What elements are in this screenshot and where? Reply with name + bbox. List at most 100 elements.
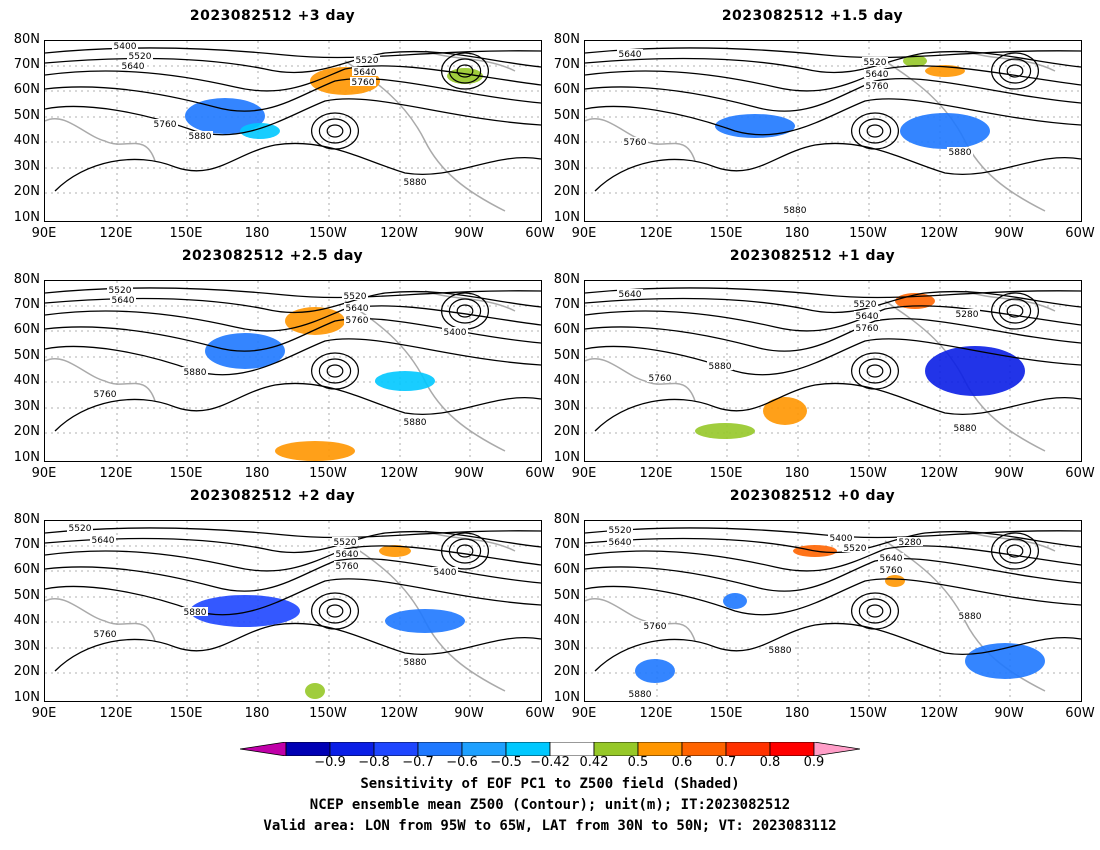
sensitivity-shading <box>900 113 990 149</box>
longitude-label: 60W <box>1065 706 1095 721</box>
colorbar-swatch <box>593 742 639 756</box>
latitude-label: 30N <box>13 639 40 654</box>
low-pressure-contour <box>326 604 344 618</box>
low-pressure-contour <box>851 592 900 630</box>
latitude-label: 20N <box>553 664 580 679</box>
z500-contour <box>585 78 1081 112</box>
longitude-label: 90E <box>31 466 57 481</box>
z500-contour <box>54 142 541 192</box>
longitude-label: 60W <box>1065 466 1095 481</box>
contour-label: 5520 <box>844 544 867 554</box>
latitude-label: 60N <box>13 322 40 337</box>
z500-contour <box>45 290 541 314</box>
latitude-label: 40N <box>13 613 40 628</box>
sensitivity-shading <box>305 683 325 699</box>
contour-label: 5520 <box>854 300 877 310</box>
z500-contour <box>585 47 1081 59</box>
longitude-label: 180 <box>784 226 810 241</box>
colorbar-swatch <box>681 742 727 756</box>
sensitivity-shading <box>763 397 807 425</box>
colorbar-max-triangle <box>813 742 860 756</box>
contour-label: 5280 <box>899 538 922 548</box>
contour-label: 5880 <box>404 418 427 428</box>
contour-label: 5760 <box>866 82 889 92</box>
sensitivity-shading <box>190 595 300 627</box>
z500-contour <box>594 622 1081 672</box>
z500-contour <box>594 382 1081 432</box>
contour-label: 5400 <box>444 328 467 338</box>
longitude-label: 120W <box>380 706 418 721</box>
low-pressure-contour <box>866 364 884 378</box>
contour-label: 5880 <box>769 646 792 656</box>
contour-label: 5760 <box>644 622 667 632</box>
longitude-label: 120E <box>639 226 673 241</box>
latitude-label: 30N <box>13 159 40 174</box>
longitude-label: 120E <box>99 466 133 481</box>
longitude-label: 180 <box>784 466 810 481</box>
latitude-label: 10N <box>13 450 40 465</box>
colorbar-swatch <box>417 742 463 756</box>
latitude-label: 60N <box>553 322 580 337</box>
z500-contour <box>585 558 1081 592</box>
colorbar-swatch <box>549 742 595 756</box>
latitude-label: 30N <box>553 639 580 654</box>
sensitivity-shading <box>240 123 280 139</box>
map-plot-area: 5520 5640 5520 5640 5760 5400 5880 5760 5880 <box>44 280 542 462</box>
low-pressure-contour <box>851 352 900 390</box>
map-panel: 2023082512 +0 day 5520 5640 5400 5520 5640 57… <box>540 480 1095 721</box>
longitude-label: 90E <box>571 226 597 241</box>
contour-label: 5760 <box>346 316 369 326</box>
sensitivity-shading <box>903 55 927 67</box>
contour-label: 5280 <box>956 310 979 320</box>
footer-line-1: Sensitivity of EOF PC1 to Z500 field (Sh… <box>360 776 740 792</box>
z500-contour <box>45 338 541 376</box>
contour-label: 5640 <box>619 50 642 60</box>
z500-contour <box>45 530 541 554</box>
low-pressure-contour <box>456 544 474 558</box>
low-pressure-contour <box>1006 64 1024 78</box>
longitude-label: 150E <box>169 226 203 241</box>
longitude-label: 120E <box>99 706 133 721</box>
low-pressure-contour <box>1006 544 1024 558</box>
contour-label: 5640 <box>609 538 632 548</box>
z500-contour <box>585 287 1081 299</box>
low-pressure-contour <box>318 598 352 624</box>
latitude-label: 30N <box>553 399 580 414</box>
latitude-label: 20N <box>553 184 580 199</box>
longitude-label: 120E <box>99 226 133 241</box>
low-pressure-contour <box>441 532 490 570</box>
colorbar-swatch <box>769 742 815 756</box>
contour-label: 5760 <box>336 562 359 572</box>
longitude-label: 150W <box>309 226 347 241</box>
low-pressure-contour <box>326 364 344 378</box>
panel-title: 2023082512 +0 day <box>729 488 896 504</box>
low-pressure-contour <box>456 304 474 318</box>
contour-label: 5520 <box>109 286 132 296</box>
longitude-label: 150W <box>849 226 887 241</box>
colorbar-tick-label: −0.7 <box>402 755 434 770</box>
latitude-label: 30N <box>13 399 40 414</box>
panel-title: 2023082512 +1.5 day <box>721 8 904 24</box>
map-plot-area: 5640 5520 5640 5760 5280 5880 5760 5880 <box>584 280 1082 462</box>
z500-contour <box>585 578 1081 616</box>
contour-label: 5640 <box>866 70 889 80</box>
low-pressure-contour <box>991 292 1040 330</box>
colorbar-tick-label: −0.9 <box>314 755 346 770</box>
contour-label: 5520 <box>129 52 152 62</box>
sensitivity-shading <box>885 575 905 587</box>
sensitivity-shading <box>185 98 265 134</box>
latitude-label: 10N <box>553 690 580 705</box>
contour-label: 5760 <box>154 120 177 130</box>
map-plot-area: 5640 5520 5640 5760 5760 5880 5880 <box>584 40 1082 222</box>
colorbar-tick-label: 0.6 <box>671 755 693 770</box>
colorbar-swatch <box>373 742 419 756</box>
colorbar-swatch <box>725 742 771 756</box>
latitude-label: 20N <box>13 664 40 679</box>
contour-label: 5880 <box>404 658 427 668</box>
longitude-label: 90W <box>454 466 484 481</box>
latitude-label: 60N <box>553 82 580 97</box>
latitude-label: 50N <box>553 588 580 603</box>
